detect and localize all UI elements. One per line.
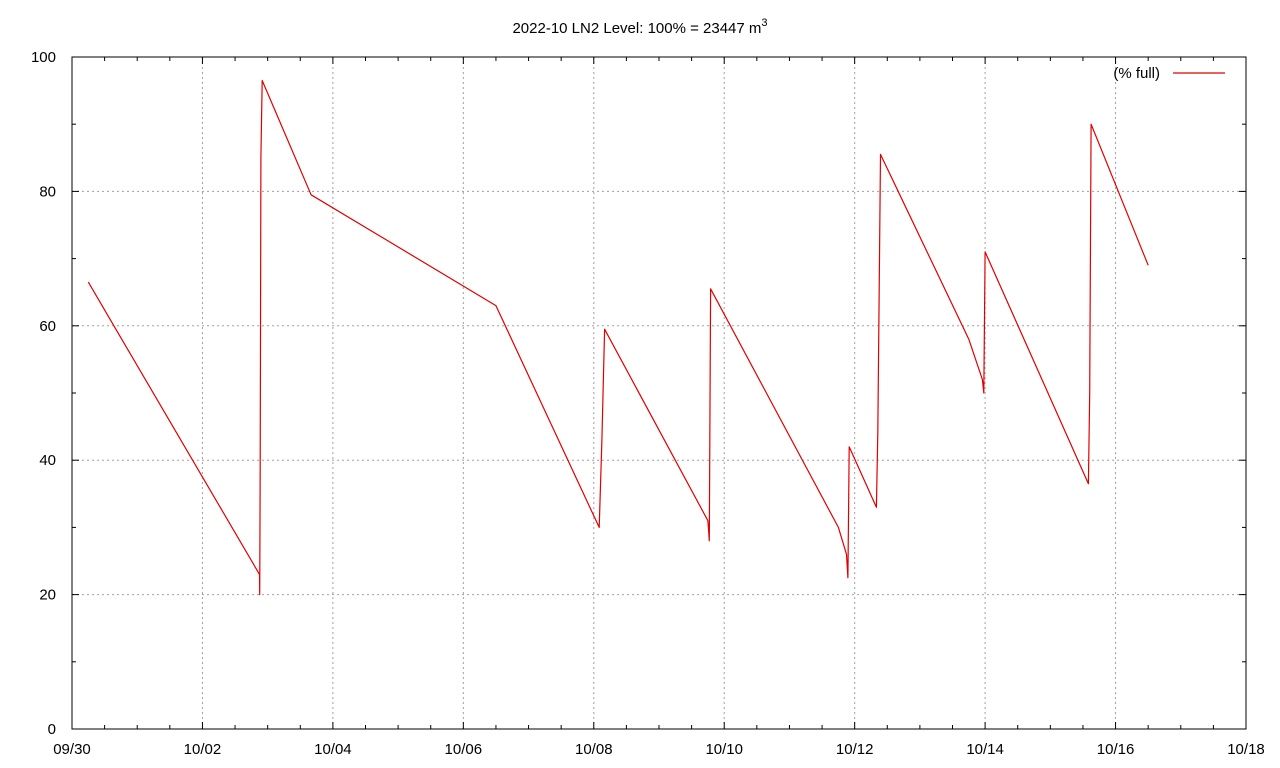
chart-legend: (% full) xyxy=(1113,65,1225,82)
x-tick-label: 10/12 xyxy=(836,741,874,758)
x-tick-label: 10/02 xyxy=(184,741,222,758)
y-tick-label: 20 xyxy=(39,587,56,604)
x-tick-label: 10/04 xyxy=(314,741,352,758)
chart-title-superscript: 3 xyxy=(761,17,767,29)
plot-frame xyxy=(71,56,1247,730)
y-tick-label: 0 xyxy=(48,721,56,738)
x-tick-label: 10/10 xyxy=(705,741,743,758)
x-tick-label: 10/16 xyxy=(1097,741,1135,758)
x-tick-label: 10/14 xyxy=(966,741,1004,758)
x-tick-label: 09/30 xyxy=(53,741,91,758)
y-tick-label: 40 xyxy=(39,452,56,469)
chart-title: 2022-10 LN2 Level: 100% = 23447 m3 xyxy=(512,17,767,37)
x-tick-label: 10/18 xyxy=(1227,741,1265,758)
series-layer xyxy=(87,79,1149,596)
x-tick-label: 10/06 xyxy=(445,741,483,758)
y-tick-label: 100 xyxy=(31,49,56,66)
y-tick-labels: 0 20 40 60 80 100 xyxy=(31,49,56,738)
x-tick-label: 10/08 xyxy=(575,741,613,758)
axis-ticks xyxy=(71,56,1247,730)
grid-lines xyxy=(72,57,1246,729)
y-tick-label: 80 xyxy=(39,183,56,200)
y-tick-label: 60 xyxy=(39,318,56,335)
chart-title-text: 2022-10 LN2 Level: 100% = 23447 m xyxy=(512,20,761,37)
legend-label-percent-full: (% full) xyxy=(1113,65,1160,82)
x-tick-labels: 09/30 10/02 10/04 10/06 10/08 10/10 10/12 10/14… xyxy=(53,741,1265,758)
series-line-percent-full xyxy=(87,79,1149,596)
